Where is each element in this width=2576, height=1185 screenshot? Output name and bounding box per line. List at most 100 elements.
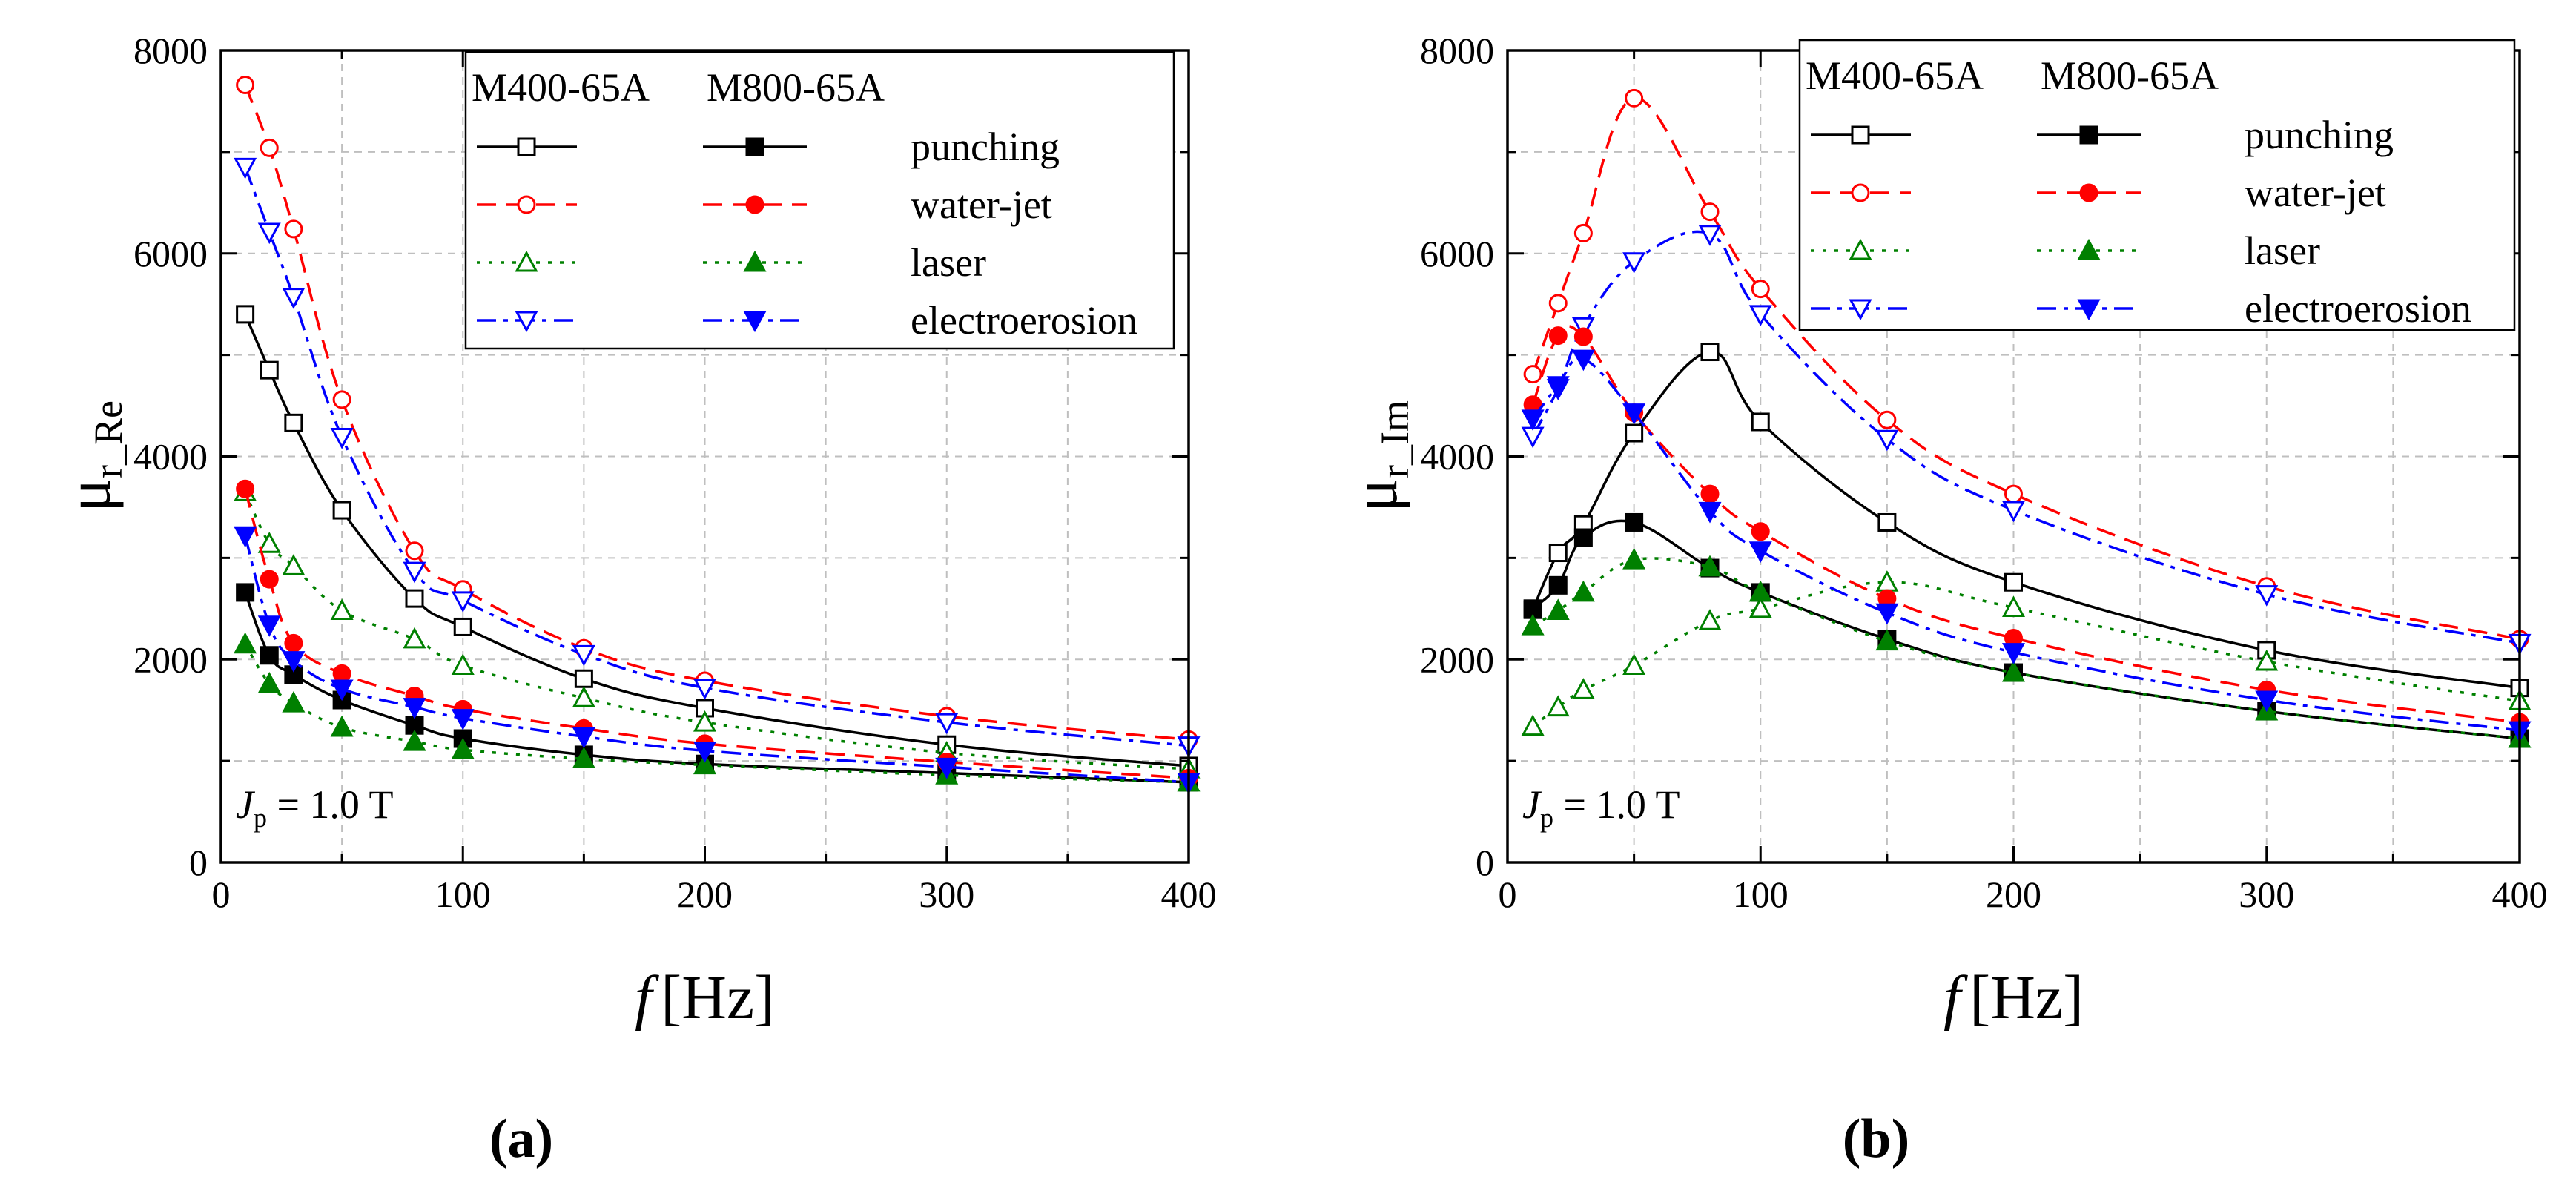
data-point-water-jet [2004,484,2023,504]
data-point-laser [1698,555,1722,577]
data-point-punching [1548,575,1568,595]
legend-label-punching: punching [911,125,1060,169]
data-point-laser [1521,613,1545,636]
data-point-punching [1877,512,1897,532]
data-point-laser [1622,653,1646,675]
legend-box [464,50,1175,350]
x-tick-label: 300 [919,874,974,915]
data-point-electroerosion [234,157,257,179]
legend-label-laser: laser [2245,228,2320,273]
data-point-water-jet [332,390,351,409]
data-point-electroerosion [1622,252,1646,274]
data-point-electroerosion [1622,403,1646,425]
annotation-var: J [1522,782,1542,827]
data-point-punching [284,413,303,432]
data-point-electroerosion [693,679,717,700]
data-point-water-jet [1573,223,1593,242]
data-point-electroerosion [451,709,475,730]
legend-marker-m400-punching [1851,125,1870,145]
data-point-laser [1875,629,1899,651]
data-point-water-jet [1625,88,1644,108]
data-point-electroerosion [1748,541,1772,563]
x-tick-label: 100 [1733,874,1789,915]
data-point-water-jet [1877,410,1897,429]
data-point-punching [574,669,593,688]
y-tick-label: 6000 [1420,233,1494,274]
data-point-laser [572,747,595,768]
data-point-laser [451,737,475,759]
annotation-jp: Jp = 1.0 T [236,782,393,833]
data-point-laser [1546,695,1570,717]
data-point-water-jet [1548,294,1568,313]
legend: M400-65A M800-65A punching water-jet laser el… [1798,39,2516,331]
data-point-electroerosion [1521,409,1545,432]
series-line-water-jet [1531,325,2520,724]
legend-marker-m400-laser [515,250,538,272]
data-point-electroerosion [1698,501,1722,524]
data-point-punching [332,501,351,520]
y-axis-label-main: μ [1339,478,1410,512]
data-point-electroerosion [282,651,306,673]
annotation-text: = 1.0 T [267,782,393,827]
y-axis-label-sub: r_Im [1373,400,1417,478]
data-point-electroerosion [2001,501,2026,523]
annotation-sub: p [254,803,267,833]
data-point-punching [453,617,472,636]
panel-label: (b) [1843,1109,1909,1169]
data-point-punching [1573,528,1593,547]
data-point-laser [1546,598,1570,621]
legend-marker-m800-punching [745,137,764,156]
data-point-water-jet [260,570,279,589]
data-point-electroerosion [572,644,595,667]
data-point-water-jet [1548,326,1568,346]
legend-label-electroerosion: electroerosion [911,298,1137,343]
series-m800-65a-laser [1521,547,2532,748]
data-point-punching [1548,544,1568,563]
series-m800-65a-electroerosion [234,526,1201,795]
data-point-electroerosion [403,561,426,584]
y-tick-label: 2000 [133,638,208,680]
data-point-laser [234,632,257,654]
legend-marker-m800-electroerosion [743,311,767,333]
legend-label-water-jet: water-jet [2245,171,2386,215]
legend-header-m400: M400-65A [1806,53,1984,98]
panel-label: (a) [489,1109,553,1169]
data-point-electroerosion [451,591,475,613]
x-axis-label: f [Hz] [1943,963,2084,1032]
data-point-punching [236,305,255,324]
data-point-laser [693,753,717,775]
annotation-sub: p [1540,803,1553,833]
y-axis-label: μr_Re [53,400,131,512]
legend-marker-m400-punching [517,137,536,156]
legend-box [1798,39,2516,331]
series-m400-65a-electroerosion [1521,225,2532,656]
legend-marker-m400-laser [1849,238,1872,260]
y-tick-label: 0 [189,842,208,883]
x-tick-label: 300 [2239,874,2294,915]
data-point-electroerosion [693,741,717,763]
data-point-laser [2001,595,2026,617]
legend: M400-65A M800-65A punching water-jet laser el… [464,50,1175,350]
x-tick-label: 200 [1986,874,2041,915]
series-m800-65a-laser [234,632,1201,792]
data-point-electroerosion [2255,585,2279,607]
legend-marker-m800-laser [743,250,767,272]
data-point-water-jet [1700,202,1720,222]
y-tick-label: 2000 [1420,638,1494,680]
series-m400-65a-laser [234,480,1201,779]
series-m800-65a-punching [1523,512,2529,748]
x-tick-label: 100 [435,874,491,915]
legend-marker-m400-electroerosion [1849,299,1872,321]
legend-marker-m800-water-jet [2079,183,2098,202]
legend-label-electroerosion: electroerosion [2245,286,2471,331]
series-m400-65a-laser [1521,570,2532,736]
x-tick-label: 200 [677,874,733,915]
data-point-electroerosion [1875,603,1899,625]
series-line-laser [244,643,1189,784]
data-point-electroerosion [282,288,306,309]
series-m400-65a-water-jet [1523,88,2529,649]
data-point-water-jet [284,633,303,653]
data-point-laser [403,729,426,751]
